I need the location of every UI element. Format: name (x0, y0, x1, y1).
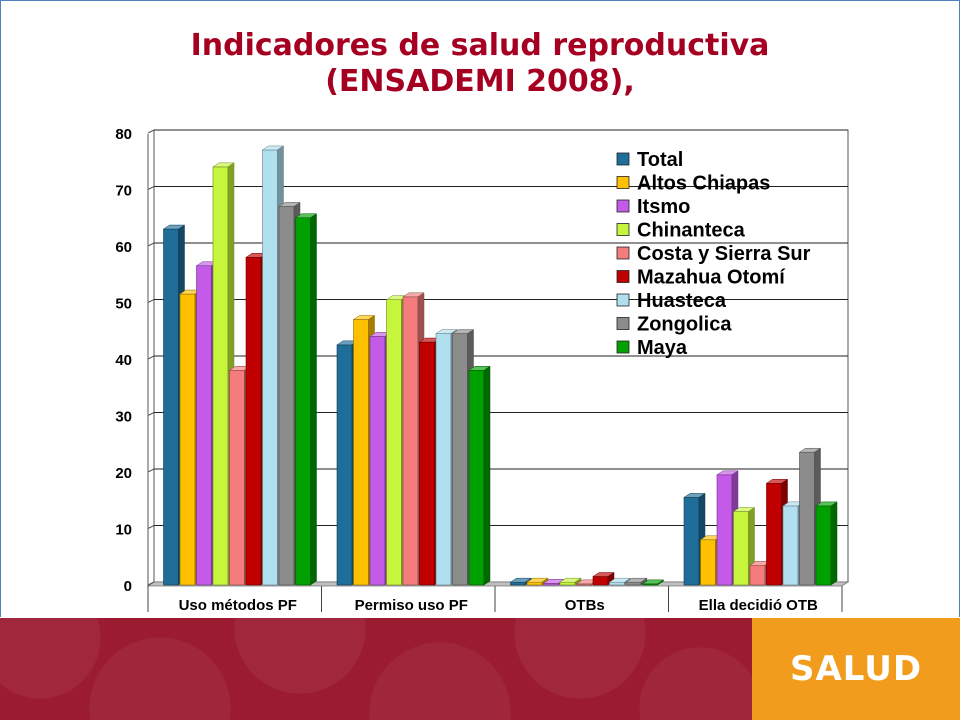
y-tick-label: 30 (115, 409, 132, 426)
bar-front (402, 296, 419, 586)
bar-side (657, 579, 664, 586)
y-tick-label: 10 (115, 522, 132, 539)
legend-label: Chinanteca (637, 220, 746, 242)
bar (559, 577, 582, 586)
bar-front (295, 217, 311, 586)
gridline-side (147, 242, 155, 247)
legend-label: Mazahua Otomí (637, 267, 786, 289)
bar-front (592, 576, 609, 586)
slide-subtitle: (ENSADEMI 2008), (325, 64, 635, 99)
legend-label: Total (637, 149, 683, 171)
bar-front (212, 166, 229, 586)
y-tick-label: 40 (115, 352, 132, 369)
legend-swatch (616, 340, 630, 354)
bar-front (262, 149, 278, 586)
legend-swatch (616, 246, 630, 260)
y-tick-label: 70 (115, 183, 132, 200)
bar-front (386, 299, 402, 586)
slide-title: Indicadores de salud reproductiva (190, 28, 770, 63)
x-category-label: Permiso uso PF (355, 597, 468, 614)
bar-front (336, 344, 353, 586)
bar-front (278, 206, 295, 586)
bar-front (543, 583, 559, 586)
legend-swatch (616, 176, 630, 189)
x-category-label: OTBs (565, 597, 605, 614)
bar (625, 577, 648, 586)
legend-label: Huasteca (637, 290, 727, 312)
salud-logo: SALUD (789, 649, 923, 689)
bar-front (526, 581, 543, 586)
y-tick-label: 60 (115, 239, 132, 256)
bar-front (353, 319, 369, 586)
footer-banner: SALUD (0, 618, 960, 720)
bar (592, 572, 615, 586)
bar-front (782, 505, 799, 586)
legend-swatch (616, 270, 630, 283)
legend-swatch (616, 199, 630, 213)
bar-chart: 0 10 20 30 40 50 60 70 80 Uso métodos PF Permiso u… (115, 126, 850, 614)
gridline-side (147, 299, 155, 303)
gridline-side (147, 412, 155, 416)
legend-swatch (616, 317, 630, 330)
legend-label: Costa y Sierra Sur (637, 243, 811, 265)
bar-side (483, 365, 491, 586)
bar-front (683, 497, 700, 586)
bar-front (229, 369, 245, 586)
bar-front (435, 333, 452, 586)
y-tick-label: 80 (115, 126, 132, 143)
bar-front (452, 333, 468, 586)
bar-front (609, 581, 625, 586)
bar-front (179, 293, 196, 586)
bar-front (716, 474, 733, 586)
legend-label: Altos Chiapas (637, 173, 770, 195)
gridline-side (147, 525, 155, 529)
bar-front (468, 369, 485, 586)
legend-swatch (616, 223, 630, 236)
bar (294, 213, 318, 586)
bar-front (766, 482, 782, 586)
bar-side (830, 501, 838, 586)
x-category-label: Uso métodos PF (179, 597, 297, 614)
bar-front (419, 341, 435, 586)
bar-front (163, 228, 179, 586)
gridline-side (147, 186, 155, 190)
legend-label: Zongolica (637, 314, 732, 336)
gridline-side (147, 129, 155, 134)
bar-front (625, 581, 642, 586)
footer-pattern (0, 618, 752, 720)
bar-front (815, 505, 832, 586)
y-tick-label: 0 (124, 578, 132, 595)
bar-front (369, 336, 386, 586)
bar-front (245, 256, 262, 586)
bar-front (559, 581, 576, 586)
bar-front (749, 564, 766, 586)
bar-front (700, 539, 716, 586)
legend-swatch (616, 152, 630, 166)
gridline-side (147, 355, 155, 360)
bar (468, 365, 491, 586)
bar-front (510, 581, 526, 586)
bar (815, 501, 838, 586)
gridline-side (147, 581, 155, 586)
bar-front (196, 265, 212, 586)
legend-label: Maya (637, 337, 688, 359)
x-category-label: Ella decidió OTB (699, 597, 818, 614)
legend-swatch (616, 293, 630, 307)
y-tick-label: 50 (115, 296, 132, 313)
gridline-side (147, 468, 155, 473)
salud-logo-box: SALUD (752, 618, 960, 720)
bar (641, 579, 665, 586)
y-tick-label: 20 (115, 465, 132, 482)
legend-label: Itsmo (637, 196, 690, 218)
bar-front (799, 451, 815, 586)
bar-front (733, 511, 749, 586)
bar-side (310, 213, 317, 586)
